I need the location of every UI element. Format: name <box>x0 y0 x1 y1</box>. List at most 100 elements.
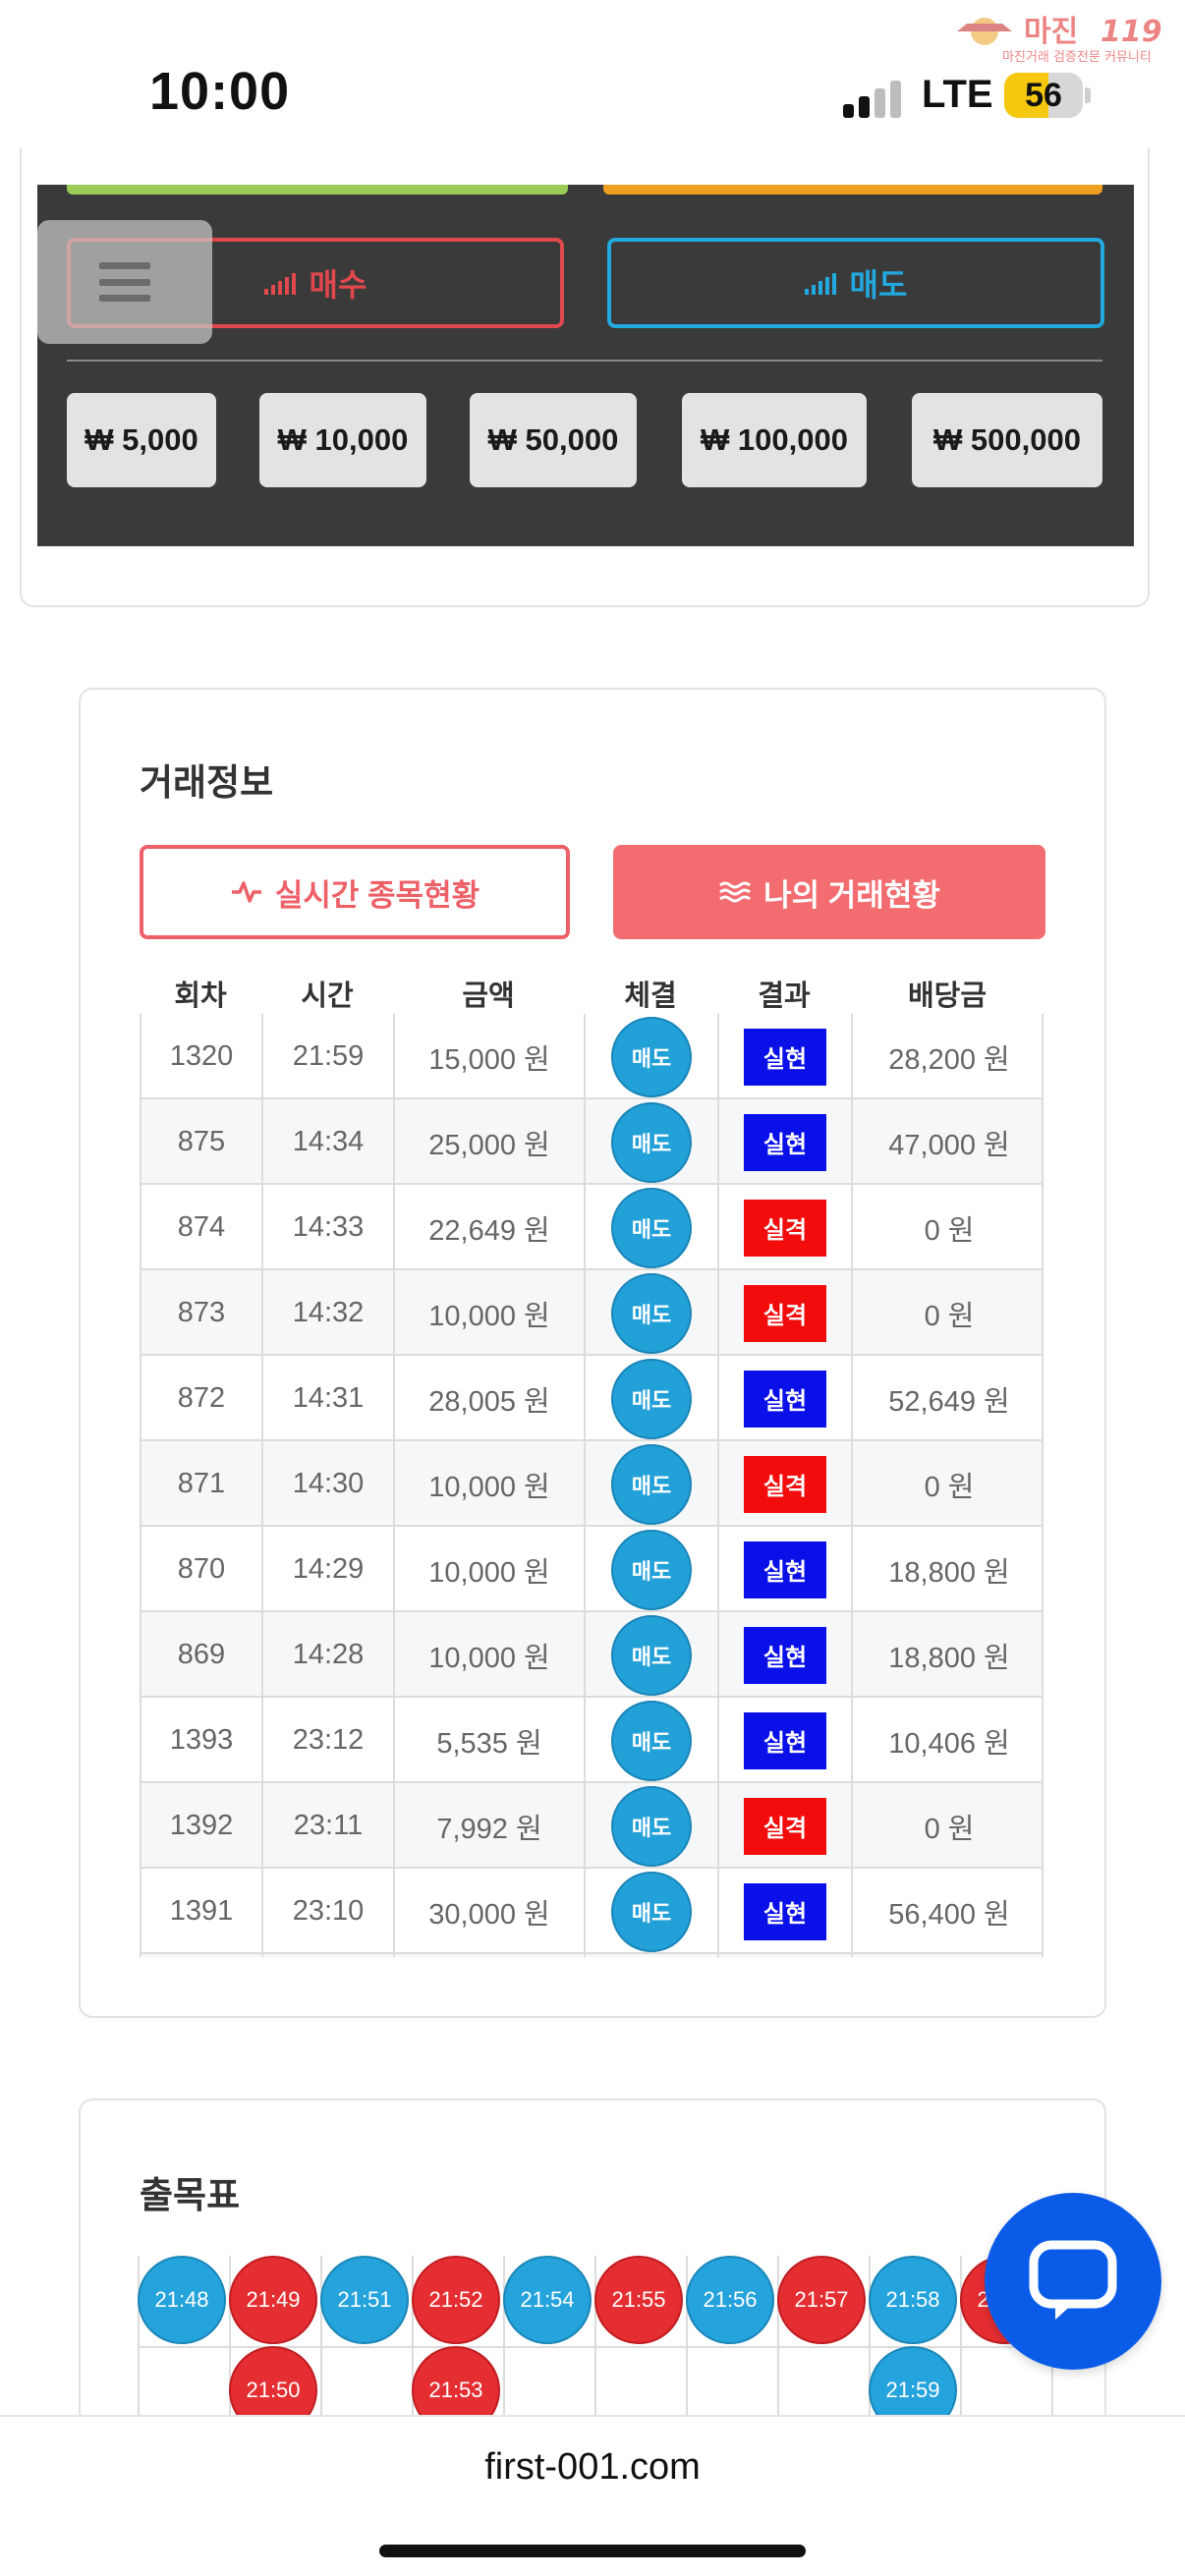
execution-badge: 매도 <box>611 1871 692 1952</box>
trade-table-header: 회차 시간 금액 체결 결과 배당금 <box>140 967 1044 1014</box>
execution-badge: 매도 <box>611 1016 692 1097</box>
column-header-result: 결과 <box>758 980 811 1012</box>
cell-result: 실격 <box>719 1185 853 1270</box>
cell-payout-text: 0 원 <box>924 1214 975 1247</box>
cell-time-text: 14:30 <box>292 1468 365 1499</box>
browser-url-bar[interactable]: first-001.com <box>0 2415 1185 2576</box>
watermark-brand: 마진 <box>1024 15 1078 49</box>
green-indicator-bar <box>67 185 568 195</box>
execution-badge: 매도 <box>611 1529 692 1610</box>
table-row: 1393 23:12 5,535 원 매도 실현 10,406 원 <box>141 1698 1042 1783</box>
trade-table[interactable]: 1320 21:59 15,000 원 매도 실현 28,200 원 875 14:34 25,… <box>140 1014 1044 1957</box>
cell-time <box>263 1954 395 1957</box>
signal-bars-icon <box>804 271 836 295</box>
grid-line <box>777 2256 779 2415</box>
watermark-logo: 마진 119 마진거래 검증전문 커뮤니티 <box>957 15 1162 65</box>
cell-time-text: 14:33 <box>292 1211 365 1243</box>
cell-amount-text: 25,000 원 <box>428 1129 550 1161</box>
grid-line <box>138 2256 140 2415</box>
tab-my-trades[interactable]: 나의 거래현황 <box>613 845 1045 939</box>
execution-badge: 매도 <box>611 1614 692 1696</box>
cell-round <box>141 1954 263 1957</box>
cell-execution: 매도 <box>586 1698 719 1783</box>
cell-payout: 18,800 원 <box>853 1612 1042 1698</box>
wave-icon <box>719 881 752 903</box>
cell-round: 1391 <box>141 1869 263 1954</box>
column-header-round: 회차 <box>174 980 227 1012</box>
cell-result <box>719 1954 853 1957</box>
execution-badge <box>611 1956 692 1957</box>
cell-result: 실현 <box>719 1014 853 1099</box>
cell-time-text: 14:28 <box>292 1639 365 1670</box>
amount-button-500000[interactable]: ₩ 500,000 <box>912 393 1102 487</box>
cell-amount: 10,000 원 <box>395 1527 586 1612</box>
tab-realtime-status[interactable]: 실시간 종목현황 <box>140 845 570 939</box>
cell-round-text: 872 <box>177 1382 226 1414</box>
grid-line <box>138 2346 1051 2348</box>
cell-amount: 22,649 원 <box>395 1185 586 1270</box>
hamburger-icon <box>99 262 150 302</box>
cell-execution: 매도 <box>586 1527 719 1612</box>
grid-line <box>869 2256 871 2415</box>
cell-execution: 매도 <box>586 1014 719 1099</box>
column-header-time: 시간 <box>301 980 354 1012</box>
cell-amount-text: 5,535 원 <box>436 1727 542 1760</box>
column-header-execution: 체결 <box>624 980 677 1012</box>
cell-round-text: 1392 <box>169 1810 234 1841</box>
cell-time: 14:34 <box>263 1099 395 1185</box>
cell-round-text: 1320 <box>169 1040 234 1072</box>
cell-payout: 0 원 <box>853 1270 1042 1356</box>
panel-divider <box>67 360 1102 362</box>
table-row: 1320 21:59 15,000 원 매도 실현 28,200 원 <box>141 1014 1042 1099</box>
cell-result: 실격 <box>719 1270 853 1356</box>
result-badge: 실현 <box>744 1626 826 1684</box>
result-badge: 실현 <box>744 1113 826 1171</box>
result-badge: 실현 <box>744 1540 826 1598</box>
cell-round: 871 <box>141 1441 263 1527</box>
cell-round: 1320 <box>141 1014 263 1099</box>
table-row: 1392 23:11 7,992 원 매도 실격 0 원 <box>141 1783 1042 1869</box>
status-time: 10:00 <box>149 62 291 121</box>
table-row: 872 14:31 28,005 원 매도 실현 52,649 원 <box>141 1356 1042 1441</box>
cell-payout-text: 52,649 원 <box>888 1385 1010 1418</box>
cell-result: 실격 <box>719 1441 853 1527</box>
cell-round: 870 <box>141 1527 263 1612</box>
trade-info-title: 거래정보 <box>140 762 274 803</box>
cell-time-text: 21:59 <box>292 1040 365 1072</box>
amount-button-5000[interactable]: ₩ 5,000 <box>67 393 216 487</box>
result-ball-red: 21:49 <box>229 2256 317 2344</box>
table-row: 874 14:33 22,649 원 매도 실격 0 원 <box>141 1185 1042 1270</box>
sell-button[interactable]: 매도 <box>607 238 1104 328</box>
result-chart-title: 출목표 <box>140 2175 241 2215</box>
amount-button-100000[interactable]: ₩ 100,000 <box>682 393 867 487</box>
cell-payout-text: 18,800 원 <box>888 1642 1010 1674</box>
cell-time: 14:31 <box>263 1356 395 1441</box>
cell-time: 23:12 <box>263 1698 395 1783</box>
grid-line <box>320 2256 322 2415</box>
result-ball-blue: 21:51 <box>320 2256 409 2344</box>
execution-badge: 매도 <box>611 1101 692 1183</box>
chat-button[interactable] <box>985 2193 1161 2370</box>
cell-time-text: 14:32 <box>292 1297 365 1328</box>
cell-payout: 0 원 <box>853 1783 1042 1869</box>
cell-round-text: 870 <box>177 1553 226 1585</box>
cell-round: 872 <box>141 1356 263 1441</box>
watermark-tagline: 마진거래 검증전문 커뮤니티 <box>1002 50 1152 65</box>
cell-round: 874 <box>141 1185 263 1270</box>
sell-label: 매도 <box>849 267 908 303</box>
cell-payout-text: 0 원 <box>924 1471 975 1503</box>
cell-time-text: 14:34 <box>292 1126 365 1157</box>
menu-button[interactable] <box>37 220 212 344</box>
cell-round: 875 <box>141 1099 263 1185</box>
amount-button-10000[interactable]: ₩ 10,000 <box>259 393 426 487</box>
cell-amount-text: 10,000 원 <box>428 1642 550 1674</box>
cell-amount-text: 15,000 원 <box>428 1043 550 1076</box>
cell-execution: 매도 <box>586 1612 719 1698</box>
amount-button-50000[interactable]: ₩ 50,000 <box>470 393 637 487</box>
home-indicator[interactable] <box>379 2545 806 2557</box>
cell-amount: 25,000 원 <box>395 1099 586 1185</box>
cell-amount-text: 28,005 원 <box>428 1385 550 1418</box>
pulse-icon <box>231 881 261 903</box>
cell-round: 1392 <box>141 1783 263 1869</box>
result-badge: 실격 <box>744 1455 826 1513</box>
